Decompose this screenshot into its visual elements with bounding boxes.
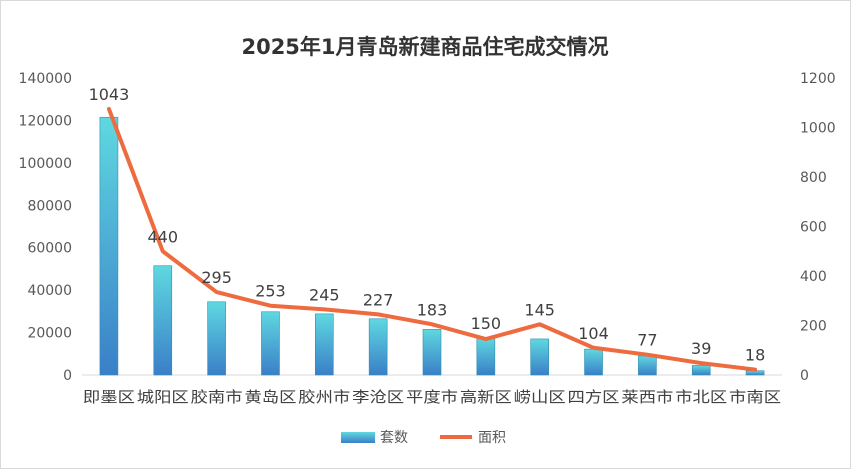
data-label: 253 bbox=[255, 282, 286, 301]
x-tick-label: 城阳区 bbox=[137, 388, 189, 406]
data-label: 245 bbox=[309, 285, 340, 304]
left-axis-tick-label: 80000 bbox=[27, 198, 72, 214]
left-axis-tick-label: 140000 bbox=[19, 71, 72, 87]
x-tick-label: 即墨区 bbox=[83, 388, 135, 406]
left-axis-tick-label: 0 bbox=[63, 368, 72, 384]
right-axis-tick-label: 200 bbox=[800, 319, 827, 335]
data-label: 77 bbox=[637, 331, 657, 350]
chart-title: 2025年1月青岛新建商品住宅成交情况 bbox=[241, 35, 608, 59]
bar-胶南市 bbox=[207, 301, 226, 376]
left-axis-tick-label: 20000 bbox=[27, 326, 72, 342]
x-tick-label: 胶南市 bbox=[191, 388, 243, 406]
x-axis-labels: 即墨区 城阳区 胶南市 黄岛区 胶州市 李沧区 平度市 高新区 崂山区 四方区 莱西市 市北区 市南区 bbox=[83, 388, 781, 406]
x-tick-label: 莱西市 bbox=[621, 388, 673, 406]
right-axis-tick-label: 1000 bbox=[800, 121, 836, 137]
bar-高新区 bbox=[476, 337, 496, 376]
data-label: 295 bbox=[201, 268, 232, 287]
x-tick-label: 高新区 bbox=[460, 388, 512, 406]
right-axis-tick-label: 0 bbox=[800, 368, 809, 384]
bar-series bbox=[99, 116, 765, 376]
legend-label-bar: 套数 bbox=[380, 430, 408, 446]
legend-label-line: 面积 bbox=[478, 430, 506, 446]
left-axis-tick-label: 40000 bbox=[27, 283, 72, 299]
data-label: 104 bbox=[578, 324, 609, 343]
right-axis-ticks: 0 200 400 600 800 1000 1200 bbox=[800, 71, 836, 384]
x-tick-label: 平度市 bbox=[406, 388, 458, 406]
x-tick-label: 崂山区 bbox=[514, 388, 566, 406]
data-label: 440 bbox=[147, 227, 178, 246]
bar-黄岛区 bbox=[261, 311, 280, 376]
right-axis-tick-label: 800 bbox=[800, 170, 827, 186]
data-label: 227 bbox=[363, 290, 394, 309]
x-tick-label: 市南区 bbox=[729, 388, 781, 406]
data-label: 39 bbox=[691, 339, 711, 358]
x-tick-label: 李沧区 bbox=[352, 388, 404, 406]
bar-市北区 bbox=[691, 365, 711, 376]
bar-平度市 bbox=[422, 329, 442, 376]
bar-李沧区 bbox=[368, 318, 388, 376]
x-tick-label: 四方区 bbox=[568, 388, 620, 406]
data-labels: 1043 440 295 253 245 227 183 150 145 104 77 39 18 bbox=[89, 85, 765, 370]
left-axis-tick-label: 100000 bbox=[19, 156, 72, 172]
x-tick-label: 胶州市 bbox=[298, 388, 350, 406]
data-label: 150 bbox=[471, 314, 502, 333]
data-label: 145 bbox=[524, 300, 555, 319]
bar-胶州市 bbox=[315, 313, 334, 376]
data-label: 183 bbox=[417, 300, 448, 319]
x-tick-label: 市北区 bbox=[675, 388, 727, 406]
bar-即墨区 bbox=[99, 116, 119, 376]
data-label: 1043 bbox=[89, 85, 130, 104]
left-axis-ticks: 0 20000 40000 60000 80000 100000 120000 140000 bbox=[19, 71, 72, 384]
bar-四方区 bbox=[584, 348, 603, 376]
bar-城阳区 bbox=[153, 265, 173, 376]
right-axis-tick-label: 600 bbox=[800, 220, 827, 236]
left-axis-tick-label: 120000 bbox=[19, 113, 72, 129]
data-label: 18 bbox=[745, 346, 765, 365]
bar-莱西市 bbox=[638, 355, 657, 376]
left-axis-tick-label: 60000 bbox=[27, 241, 72, 257]
legend: 套数 面积 bbox=[341, 430, 506, 446]
legend-swatch-bar bbox=[341, 432, 375, 443]
right-axis-tick-label: 400 bbox=[800, 269, 827, 285]
right-axis-tick-label: 1200 bbox=[800, 71, 836, 87]
x-tick-label: 黄岛区 bbox=[244, 388, 296, 406]
bar-崂山区 bbox=[530, 338, 549, 376]
